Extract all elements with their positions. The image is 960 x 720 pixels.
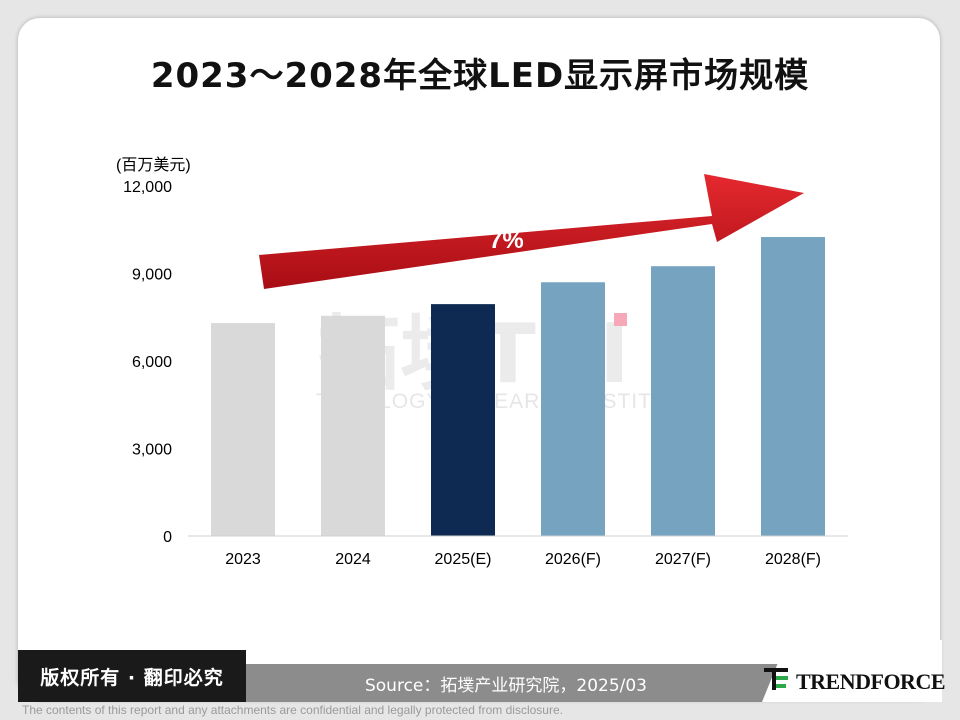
y-tick-label: 0 xyxy=(163,529,172,546)
bar-chart: 拓墣 TRI TOPOLOGY RESEARCH INSTITUTE (百万美元… xyxy=(116,156,848,568)
y-axis-ticks: 0 3,000 6,000 9,000 12,000 xyxy=(123,179,172,546)
bar-2028f xyxy=(761,237,825,536)
x-tick-label: 2023 xyxy=(225,551,261,568)
bars xyxy=(211,237,825,536)
x-tick-label: 2027(F) xyxy=(655,551,711,568)
logo-background xyxy=(762,640,942,702)
bar-2023 xyxy=(211,323,275,536)
bar-2024 xyxy=(321,315,385,536)
copyright-notice: 版权所有 · 翻印必究 xyxy=(18,650,246,702)
y-unit-label: (百万美元) xyxy=(116,156,191,174)
x-axis-ticks: 2023 2024 2025(E) 2026(F) 2027(F) 2028(F) xyxy=(188,535,848,568)
bar-2027f xyxy=(651,266,715,536)
growth-arrow: 7% xyxy=(259,174,804,289)
x-tick-label: 2028(F) xyxy=(765,551,821,568)
trendforce-logo-icon xyxy=(764,668,788,690)
bar-2026f xyxy=(541,282,605,536)
growth-arrow-shape xyxy=(259,174,804,289)
trendforce-logo-text: TRENDFORCE xyxy=(796,669,946,694)
y-tick-label: 9,000 xyxy=(132,267,172,284)
x-tick-label: 2025(E) xyxy=(435,551,492,568)
disclaimer-text: The contents of this report and any atta… xyxy=(22,703,563,717)
x-tick-label: 2024 xyxy=(335,551,371,568)
source-label: Source：拓墣产业研究院，2025/03 xyxy=(364,675,647,696)
watermark-dot xyxy=(614,313,627,326)
y-tick-label: 3,000 xyxy=(132,442,172,459)
x-tick-label: 2026(F) xyxy=(545,551,601,568)
cagr-label: 7% xyxy=(489,227,524,254)
y-tick-label: 6,000 xyxy=(132,354,172,371)
y-tick-label: 12,000 xyxy=(123,179,172,196)
chart-title: 2023～2028年全球LED显示屏市场规模 xyxy=(150,56,810,96)
bar-2025e xyxy=(431,304,495,536)
